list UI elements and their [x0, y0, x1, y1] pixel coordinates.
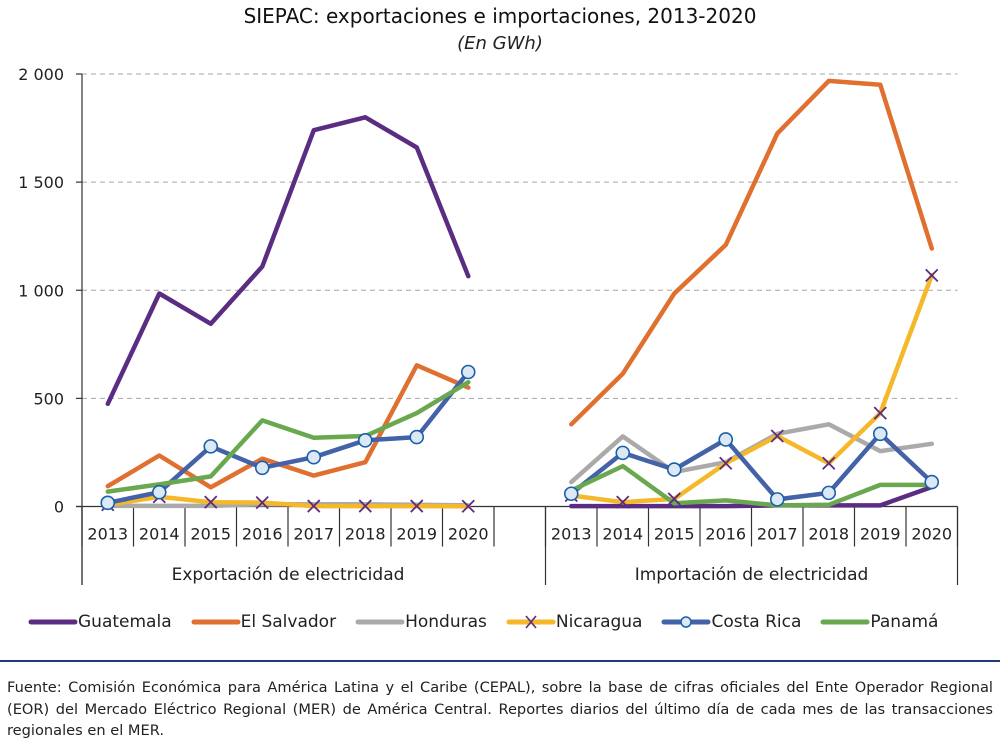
marker-x-nicaragua: [822, 456, 836, 470]
x-tick-label: 2016: [242, 525, 283, 544]
marker-x-nicaragua: [667, 492, 681, 506]
y-tick-label: 500: [33, 389, 64, 408]
marker-circle-costa-rica: [563, 486, 579, 502]
series-markers: [100, 268, 940, 513]
marker-circle-costa-rica: [924, 474, 940, 490]
x-tick-label: 2019: [860, 525, 901, 544]
marker-x-nicaragua: [925, 268, 939, 282]
y-tick-label: 2 000: [18, 65, 64, 84]
marker-circle-costa-rica: [306, 449, 322, 465]
group-label-export: Exportación de electricidad: [172, 565, 405, 585]
series-line-guatemala-export: [105, 115, 471, 407]
marker-x-nicaragua: [255, 495, 269, 510]
marker-x-nicaragua: [307, 499, 321, 513]
series-line-panam--export: [105, 379, 471, 494]
marker-circle-costa-rica: [254, 460, 270, 476]
source-note: Fuente: Comisión Económica para América …: [7, 679, 993, 739]
footer-divider: [0, 660, 1000, 662]
x-tick-label: 2013: [551, 525, 592, 544]
legend-line-icon: [355, 619, 405, 625]
series-line-guatemala-import: [569, 484, 935, 509]
group-label-import: Importación de electricidad: [635, 565, 869, 585]
marker-x-nicaragua: [873, 406, 887, 420]
series-line-nicaragua-export: [105, 494, 471, 509]
x-tick-label: 2013: [87, 525, 128, 544]
marker-x-nicaragua: [358, 499, 372, 513]
x-tick-label: 2015: [190, 525, 231, 544]
marker-x-nicaragua: [204, 495, 218, 509]
legend-item-el-salvador: El Salvador: [191, 612, 336, 632]
series-lines: [105, 78, 935, 509]
legend-item-honduras: Honduras: [355, 612, 487, 632]
marker-circle-costa-rica: [357, 433, 373, 448]
x-tick-label: 2016: [705, 525, 746, 544]
x-tick-label: 2017: [293, 525, 334, 544]
marker-x-nicaragua: [410, 499, 424, 513]
legend-label: Panamá: [870, 612, 939, 632]
series-line-nicaragua-import: [569, 273, 935, 505]
legend-label: Nicaragua: [555, 612, 643, 632]
legend-line-icon: [28, 619, 78, 625]
x-tick-label: 2020: [448, 525, 489, 544]
marker-circle-costa-rica: [460, 364, 476, 380]
legend-label: Honduras: [405, 612, 487, 632]
axes: 0 500 1 000 1 500 2 000 2013 2014 2015 2016 2017 2…: [18, 65, 959, 585]
marker-x-nicaragua: [719, 456, 733, 470]
marker-circle-costa-rica: [151, 484, 167, 500]
marker-circle-costa-rica: [872, 426, 888, 442]
x-tick-label: 2018: [345, 525, 386, 544]
x-tick-label: 2014: [602, 525, 643, 544]
y-tick-label: 0: [54, 498, 64, 517]
chart-legend: Guatemala El Salvador Honduras Nicaragua…: [28, 608, 978, 636]
x-tick-label: 2017: [757, 525, 798, 544]
gridlines: [82, 73, 958, 399]
y-tick-label: 1 500: [18, 173, 64, 192]
marker-circle-costa-rica: [769, 492, 785, 507]
legend-line-x-marker-icon: [506, 615, 556, 629]
legend-label: El Salvador: [240, 612, 337, 632]
series-line-costa-rica-import: [569, 431, 935, 502]
line-chart: 0 500 1 000 1 500 2 000 2013 2014 2015 2016 2017 2…: [18, 65, 959, 585]
legend-label: Guatemala: [78, 612, 172, 632]
marker-circle-costa-rica: [203, 439, 219, 454]
marker-circle-costa-rica: [821, 485, 837, 501]
legend-line-icon: [191, 619, 241, 625]
legend-item-costa-rica: Costa Rica: [661, 612, 801, 632]
x-tick-label: 2015: [654, 525, 695, 544]
x-tick-label: 2020: [911, 525, 952, 544]
series-line-panam--import: [569, 463, 935, 508]
x-tick-label: 2018: [808, 525, 849, 544]
chart-subtitle: (En GWh): [457, 33, 543, 54]
series-line-el-salvador-import: [569, 78, 935, 427]
legend-label: Costa Rica: [711, 612, 802, 632]
marker-circle-costa-rica: [100, 495, 116, 511]
marker-x-nicaragua: [616, 495, 630, 509]
legend-line-icon: [820, 619, 870, 625]
legend-item-panama: Panamá: [820, 612, 938, 632]
marker-circle-costa-rica: [615, 445, 631, 461]
marker-circle-costa-rica: [718, 432, 734, 447]
x-tick-label: 2014: [139, 525, 180, 544]
chart-title: SIEPAC: exportaciones e importaciones, 2…: [243, 4, 757, 28]
y-tick-label: 1 000: [18, 281, 64, 300]
x-tick-label: 2019: [396, 525, 437, 544]
marker-x-nicaragua: [770, 429, 784, 443]
marker-circle-costa-rica: [409, 429, 425, 445]
marker-circle-costa-rica: [666, 462, 682, 477]
legend-line-circle-marker-icon: [661, 616, 711, 628]
marker-x-nicaragua: [461, 499, 475, 513]
legend-item-nicaragua: Nicaragua: [506, 612, 643, 632]
legend-item-guatemala: Guatemala: [28, 612, 172, 632]
series-line-el-salvador-export: [105, 363, 471, 490]
